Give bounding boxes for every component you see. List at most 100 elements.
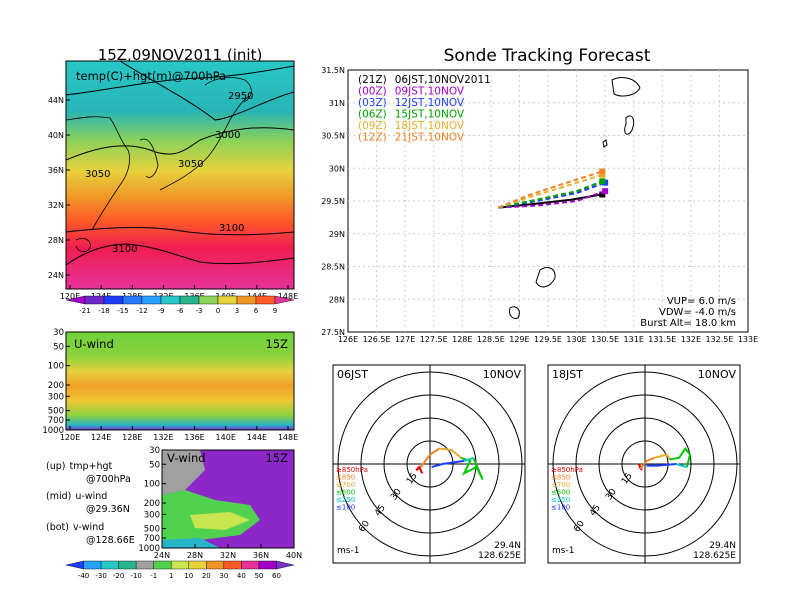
lat-tick-label: 40N xyxy=(48,131,64,140)
lat-tick-label: 36N xyxy=(48,166,64,175)
x-tick-label: 129.5E xyxy=(534,335,562,344)
wind-colorbar-swatch xyxy=(65,560,84,570)
sonde-params: VUP= 6.0 m/s VDW= -4.0 m/s Burst Alt= 18… xyxy=(640,296,736,329)
wind-colorbar-swatch xyxy=(241,560,260,570)
p-tick-label: 50 xyxy=(53,342,64,352)
hodograph-trace xyxy=(419,447,440,468)
x-tick-label: 131E xyxy=(624,335,644,344)
lon-tick-label: 136E xyxy=(184,433,204,442)
temp-map-lat-ticks: 44N 40N 36N 32N 28N 24N xyxy=(48,96,70,280)
lon-tick-label: 128E xyxy=(122,433,142,442)
p-tick-label: 200 xyxy=(144,499,160,509)
temp-map-panel: temp(C)+hgt(m)@700hPa 2950 3000 3050 305… xyxy=(48,60,298,315)
temp-colorbar-label: 3 xyxy=(235,307,239,315)
p-tick-label: 700 xyxy=(48,416,64,426)
p-tick-label: 200 xyxy=(48,381,64,391)
lat-tick-label: 28N xyxy=(48,236,64,245)
track-line xyxy=(497,173,603,209)
coastline xyxy=(204,77,252,103)
lon-tick-label: 148E xyxy=(278,433,298,442)
temp-colorbar-swatch xyxy=(103,295,124,305)
y-tick-label: 28.5N xyxy=(321,263,345,272)
island xyxy=(509,306,520,319)
contour-line xyxy=(119,61,294,121)
v-wind-regions xyxy=(162,450,260,548)
wind-colorbar-label: -20 xyxy=(113,572,124,580)
wind-colorbar-label: 1 xyxy=(169,572,173,580)
legend-up-sub: @700hPa xyxy=(86,474,131,485)
hodograph-level-label: ≤250 xyxy=(551,496,570,504)
wind-colorbar-swatch xyxy=(135,560,154,570)
island xyxy=(611,77,641,97)
temp-colorbar-label: -12 xyxy=(136,307,147,315)
p-tick-label: 500 xyxy=(48,407,64,417)
x-tick-label: 127E xyxy=(395,335,415,344)
contour-line xyxy=(66,226,294,236)
hodograph-level-label: ≤100 xyxy=(551,504,570,512)
v-wind-time: 15Z xyxy=(265,451,288,465)
x-tick-label: 126.5E xyxy=(363,335,391,344)
hodograph-trace xyxy=(669,446,692,468)
wind-colorbar-label: 20 xyxy=(202,572,211,580)
contour-line xyxy=(66,65,294,96)
track-endpoint xyxy=(599,171,606,178)
legend-bot-sub: @128.66E xyxy=(86,535,135,546)
coastline xyxy=(139,138,159,178)
hodograph-level-label: ≤700 xyxy=(551,481,570,489)
wind-colorbar: -40 -30 -20 -10 -1 1 10 20 30 40 50 60 xyxy=(65,560,295,580)
tracking-y-ticks: 31.5N 31N 30.5N 30N 29.5N 29N 28.5N 28N 27.5N xyxy=(321,66,345,337)
wind-colorbar-swatch xyxy=(153,560,172,570)
track-endpoint xyxy=(599,191,606,198)
temp-colorbar-swatch xyxy=(236,295,257,305)
p-tick-label: 30 xyxy=(149,446,160,456)
temp-colorbar-label: -18 xyxy=(98,307,109,315)
hodograph-trace xyxy=(415,465,424,474)
track-legend-entry: (09Z) 18JST,10NOV xyxy=(358,120,465,132)
legend-mid: (mid) u-wind xyxy=(46,491,107,502)
tracking-map-grid xyxy=(348,70,748,332)
u-wind-frame xyxy=(65,331,295,431)
contour-label: 3100 xyxy=(219,223,244,234)
temp-colorbar-swatch xyxy=(160,295,181,305)
contour-line xyxy=(66,127,294,161)
contour-label: 3050 xyxy=(85,169,110,180)
x-tick-label: 128E xyxy=(452,335,472,344)
temp-colorbar-label: -6 xyxy=(177,307,185,315)
track-legend-entry: (12Z) 21JST,10NOV xyxy=(358,132,465,144)
p-tick-label: 1000 xyxy=(42,426,64,436)
hodograph-level-label: ≤500 xyxy=(551,489,570,497)
right-title: Sonde Tracking Forecast xyxy=(444,46,651,66)
hodograph-unit: ms-1 xyxy=(552,546,574,556)
p-tick-label: 30 xyxy=(53,328,64,338)
track-legend-entry: (21Z) 06JST,10NOV2011 xyxy=(358,74,491,86)
y-tick-label: 29.5N xyxy=(321,197,345,206)
param-vup: VUP= 6.0 m/s xyxy=(667,296,736,307)
hodograph-trace xyxy=(639,456,655,470)
wind-colorbar-label: -30 xyxy=(95,572,106,580)
wind-colorbar-swatch xyxy=(118,560,137,570)
coastline xyxy=(159,95,251,191)
lat-tick-label: 32N xyxy=(48,201,64,210)
x-tick-label: 126E xyxy=(338,335,358,344)
y-tick-label: 28N xyxy=(329,295,345,304)
hodograph-time: 18JST xyxy=(552,368,583,381)
wind-colorbar-label: 50 xyxy=(254,572,263,580)
x-tick-label: 130E xyxy=(566,335,586,344)
temp-colorbar-label: -21 xyxy=(79,307,90,315)
temp-colorbar-label: 0 xyxy=(216,307,220,315)
temp-colorbar-swatch xyxy=(179,295,200,305)
v-wind-region xyxy=(162,450,205,495)
contour-labels: 2950 3000 3050 3050 3100 3100 xyxy=(85,91,253,255)
temp-colorbar-label: 9 xyxy=(273,307,277,315)
temp-colorbar-label: -9 xyxy=(158,307,165,315)
wind-colorbar-swatch xyxy=(206,560,225,570)
x-tick-label: 132.5E xyxy=(705,335,733,344)
legend-bot: (bot) v-wind xyxy=(46,522,104,533)
wind-colorbar-swatch xyxy=(276,560,295,570)
temp-colorbar-label: 6 xyxy=(254,307,259,315)
temp-colorbar-label: -15 xyxy=(117,307,128,315)
wind-colorbar-swatch xyxy=(258,560,277,570)
lat-tick-label: 24N xyxy=(154,551,170,560)
track-lines xyxy=(497,168,609,209)
